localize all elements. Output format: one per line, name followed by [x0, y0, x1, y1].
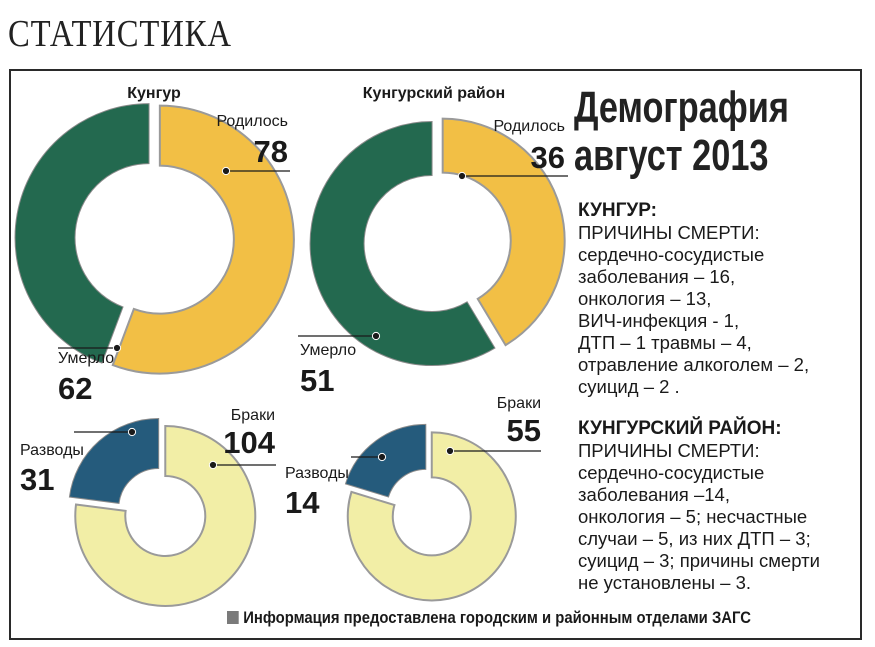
chart-group-label: Кунгурский район — [363, 85, 505, 102]
rayon-note-line: случаи – 5, из них ДТП – 3; — [578, 528, 811, 549]
slice-label: Родилось — [216, 113, 288, 130]
section-title: СТАТИСТИКА — [8, 13, 232, 55]
title-line-2: август 2013 — [574, 131, 769, 180]
leader-dot — [208, 460, 218, 470]
slice-label: Умерло — [300, 342, 356, 359]
rayon-notes-header: КУНГУРСКИЙ РАЙОН: — [578, 418, 782, 439]
slice-died — [14, 103, 150, 364]
leader-dot — [445, 446, 455, 456]
kungur-note-line: сердечно-сосудистые — [578, 244, 765, 265]
slice-died — [309, 121, 496, 367]
rayon-note-line: заболевания –14, — [578, 484, 730, 505]
leader-dot — [112, 343, 122, 353]
data-label: 51 — [300, 363, 334, 398]
slice-divorces — [68, 417, 160, 504]
data-label: 78 — [254, 134, 288, 169]
data-label: 14 — [285, 485, 320, 520]
death-causes-notes: КУНГУР: ПРИЧИНЫ СМЕРТИ: сердечно-сосудист… — [578, 200, 863, 594]
rayon-notes-lines: ПРИЧИНЫ СМЕРТИ: сердечно-сосудистые заболе… — [578, 440, 863, 594]
slice-marriages — [74, 425, 257, 607]
slice-divorces — [344, 423, 427, 498]
kungur-notes-lines: ПРИЧИНЫ СМЕРТИ: сердечно-сосудистые заболе… — [578, 222, 863, 398]
infographic-panel — [9, 69, 862, 640]
data-label: 62 — [58, 371, 92, 406]
footer-square-icon — [227, 611, 239, 624]
slice-label: Родилось — [493, 118, 565, 135]
leader-dot — [377, 452, 387, 462]
slice-label: Браки — [497, 395, 541, 412]
leader-dot — [221, 166, 231, 176]
leader-dot — [371, 331, 381, 341]
page-title: Демография август 2013 — [574, 84, 789, 180]
chart-group-label: Кунгур — [127, 85, 181, 102]
slice-marriages — [346, 431, 517, 602]
kungur-note-line: онкология – 13, — [578, 288, 712, 309]
rayon-note-line: онкология – 5; несчастные — [578, 506, 808, 527]
kungur-note-line: ВИЧ-инфекция - 1, — [578, 310, 740, 331]
kungur-note-line: суицид – 2 . — [578, 376, 680, 397]
slice-label: Браки — [231, 407, 275, 424]
rayon-note-line: суицид – 3; причины смерти — [578, 550, 820, 571]
kungur-note-line: ПРИЧИНЫ СМЕРТИ: — [578, 222, 760, 243]
kungur-note-line: заболевания – 16, — [578, 266, 736, 287]
data-label: 31 — [20, 462, 54, 497]
rayon-note-line: не установлены – 3. — [578, 572, 751, 593]
slice-label: Разводы — [20, 442, 84, 459]
kungur-note-line: отравление алкоголем – 2, — [578, 354, 810, 375]
kungur-notes-header: КУНГУР: — [578, 200, 657, 221]
slice-born — [111, 104, 295, 375]
kungur-note-line: ДТП – 1 травмы – 4, — [578, 332, 752, 353]
leader-dot — [127, 427, 137, 437]
slice-born — [441, 117, 566, 347]
leader-dot — [457, 171, 467, 181]
data-label: 104 — [223, 425, 275, 460]
data-label: 36 — [531, 140, 565, 175]
title-line-1: Демография — [574, 83, 789, 132]
footer-text: Информация предоставлена городским и рай… — [243, 609, 751, 627]
rayon-note-line: сердечно-сосудистые — [578, 462, 765, 483]
slice-label: Умерло — [58, 350, 114, 367]
rayon-note-line: ПРИЧИНЫ СМЕРТИ: — [578, 440, 760, 461]
slice-label: Разводы — [285, 465, 349, 482]
data-label: 55 — [507, 413, 541, 448]
source-footer: Информация предоставлена городским и рай… — [227, 609, 751, 628]
